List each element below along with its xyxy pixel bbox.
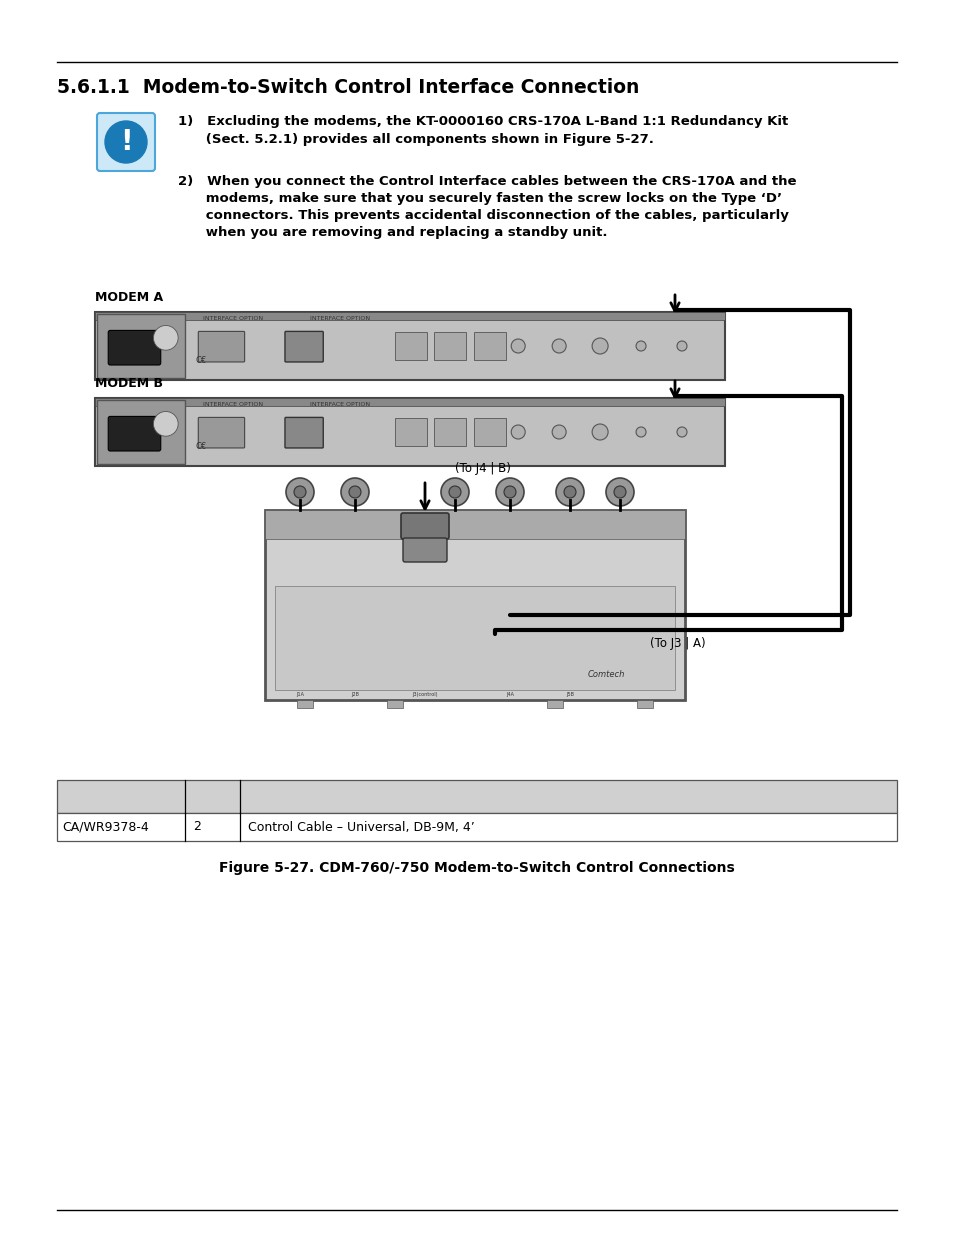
Bar [265,510,684,700]
Bar [637,700,652,708]
Circle shape [294,487,306,498]
FancyBboxPatch shape [97,112,154,170]
Circle shape [153,411,178,436]
FancyBboxPatch shape [400,513,449,538]
Bar [95,398,724,406]
Bar [57,781,896,813]
Circle shape [605,478,634,506]
Circle shape [552,338,565,353]
Circle shape [556,478,583,506]
Bar [474,332,505,359]
Circle shape [677,341,686,351]
Text: Figure 5-27. CDM-760/-750 Modem-to-Switch Control Connections: Figure 5-27. CDM-760/-750 Modem-to-Switc… [219,861,734,876]
Bar [57,813,896,841]
Bar [95,312,724,320]
Bar [95,398,724,466]
Text: MODEM B: MODEM B [95,377,163,390]
Circle shape [614,487,625,498]
Text: J3(control): J3(control) [412,692,437,697]
Text: Comtech: Comtech [587,671,624,679]
Circle shape [636,341,645,351]
Text: J5B: J5B [565,692,574,697]
Text: 2: 2 [193,820,201,834]
Bar [97,400,185,464]
Text: (Sect. 5.2.1) provides all components shown in Figure 5-27.: (Sect. 5.2.1) provides all components sh… [178,133,653,146]
Text: Control Cable – Universal, DB-9M, 4’: Control Cable – Universal, DB-9M, 4’ [248,820,475,834]
Text: INTERFACE OPTION: INTERFACE OPTION [203,403,263,408]
Text: C€: C€ [195,442,206,451]
Circle shape [496,478,523,506]
Text: connectors. This prevents accidental disconnection of the cables, particularly: connectors. This prevents accidental dis… [178,209,788,222]
Bar [434,332,466,359]
FancyBboxPatch shape [198,331,244,362]
Text: !: ! [119,128,132,156]
Circle shape [511,425,525,438]
Bar [474,419,505,446]
FancyBboxPatch shape [285,417,323,448]
Circle shape [511,338,525,353]
Text: 2)   When you connect the Control Interface cables between the CRS-170A and the: 2) When you connect the Control Interfac… [178,175,796,188]
Circle shape [503,487,516,498]
FancyBboxPatch shape [108,416,160,451]
Bar [546,700,562,708]
Text: (To J4 | B): (To J4 | B) [455,462,511,475]
Text: 5.6.1.1  Modem-to-Switch Control Interface Connection: 5.6.1.1 Modem-to-Switch Control Interfac… [57,78,639,98]
Circle shape [105,121,147,163]
Bar [434,419,466,446]
Text: (To J3 | A): (To J3 | A) [649,637,705,650]
Text: 1)   Excluding the modems, the KT-0000160 CRS-170A L-Band 1:1 Redundancy Kit: 1) Excluding the modems, the KT-0000160 … [178,115,787,128]
Bar [274,585,675,690]
Text: J2B: J2B [351,692,358,697]
Circle shape [636,427,645,437]
Text: C€: C€ [195,356,206,366]
Circle shape [592,424,607,440]
Bar [97,314,185,378]
Text: modems, make sure that you securely fasten the screw locks on the Type ‘D’: modems, make sure that you securely fast… [178,191,781,205]
FancyBboxPatch shape [402,538,447,562]
Bar [395,419,426,446]
Circle shape [677,427,686,437]
Circle shape [440,478,469,506]
Circle shape [592,338,607,354]
FancyBboxPatch shape [108,331,160,366]
Bar [395,332,426,359]
Bar [265,510,684,538]
Circle shape [286,478,314,506]
Bar [296,700,313,708]
Circle shape [552,425,565,438]
Bar [95,312,724,380]
Circle shape [349,487,360,498]
Text: INTERFACE OPTION: INTERFACE OPTION [310,403,370,408]
Text: MODEM A: MODEM A [95,291,163,304]
Text: CA/WR9378-4: CA/WR9378-4 [62,820,149,834]
Circle shape [563,487,576,498]
Text: INTERFACE OPTION: INTERFACE OPTION [310,316,370,321]
Circle shape [153,326,178,351]
Text: J4A: J4A [505,692,514,697]
Text: INTERFACE OPTION: INTERFACE OPTION [203,316,263,321]
Circle shape [340,478,369,506]
Text: J1A: J1A [295,692,304,697]
Bar [387,700,402,708]
Circle shape [449,487,460,498]
FancyBboxPatch shape [285,331,323,362]
Text: when you are removing and replacing a standby unit.: when you are removing and replacing a st… [178,226,607,240]
FancyBboxPatch shape [198,417,244,448]
